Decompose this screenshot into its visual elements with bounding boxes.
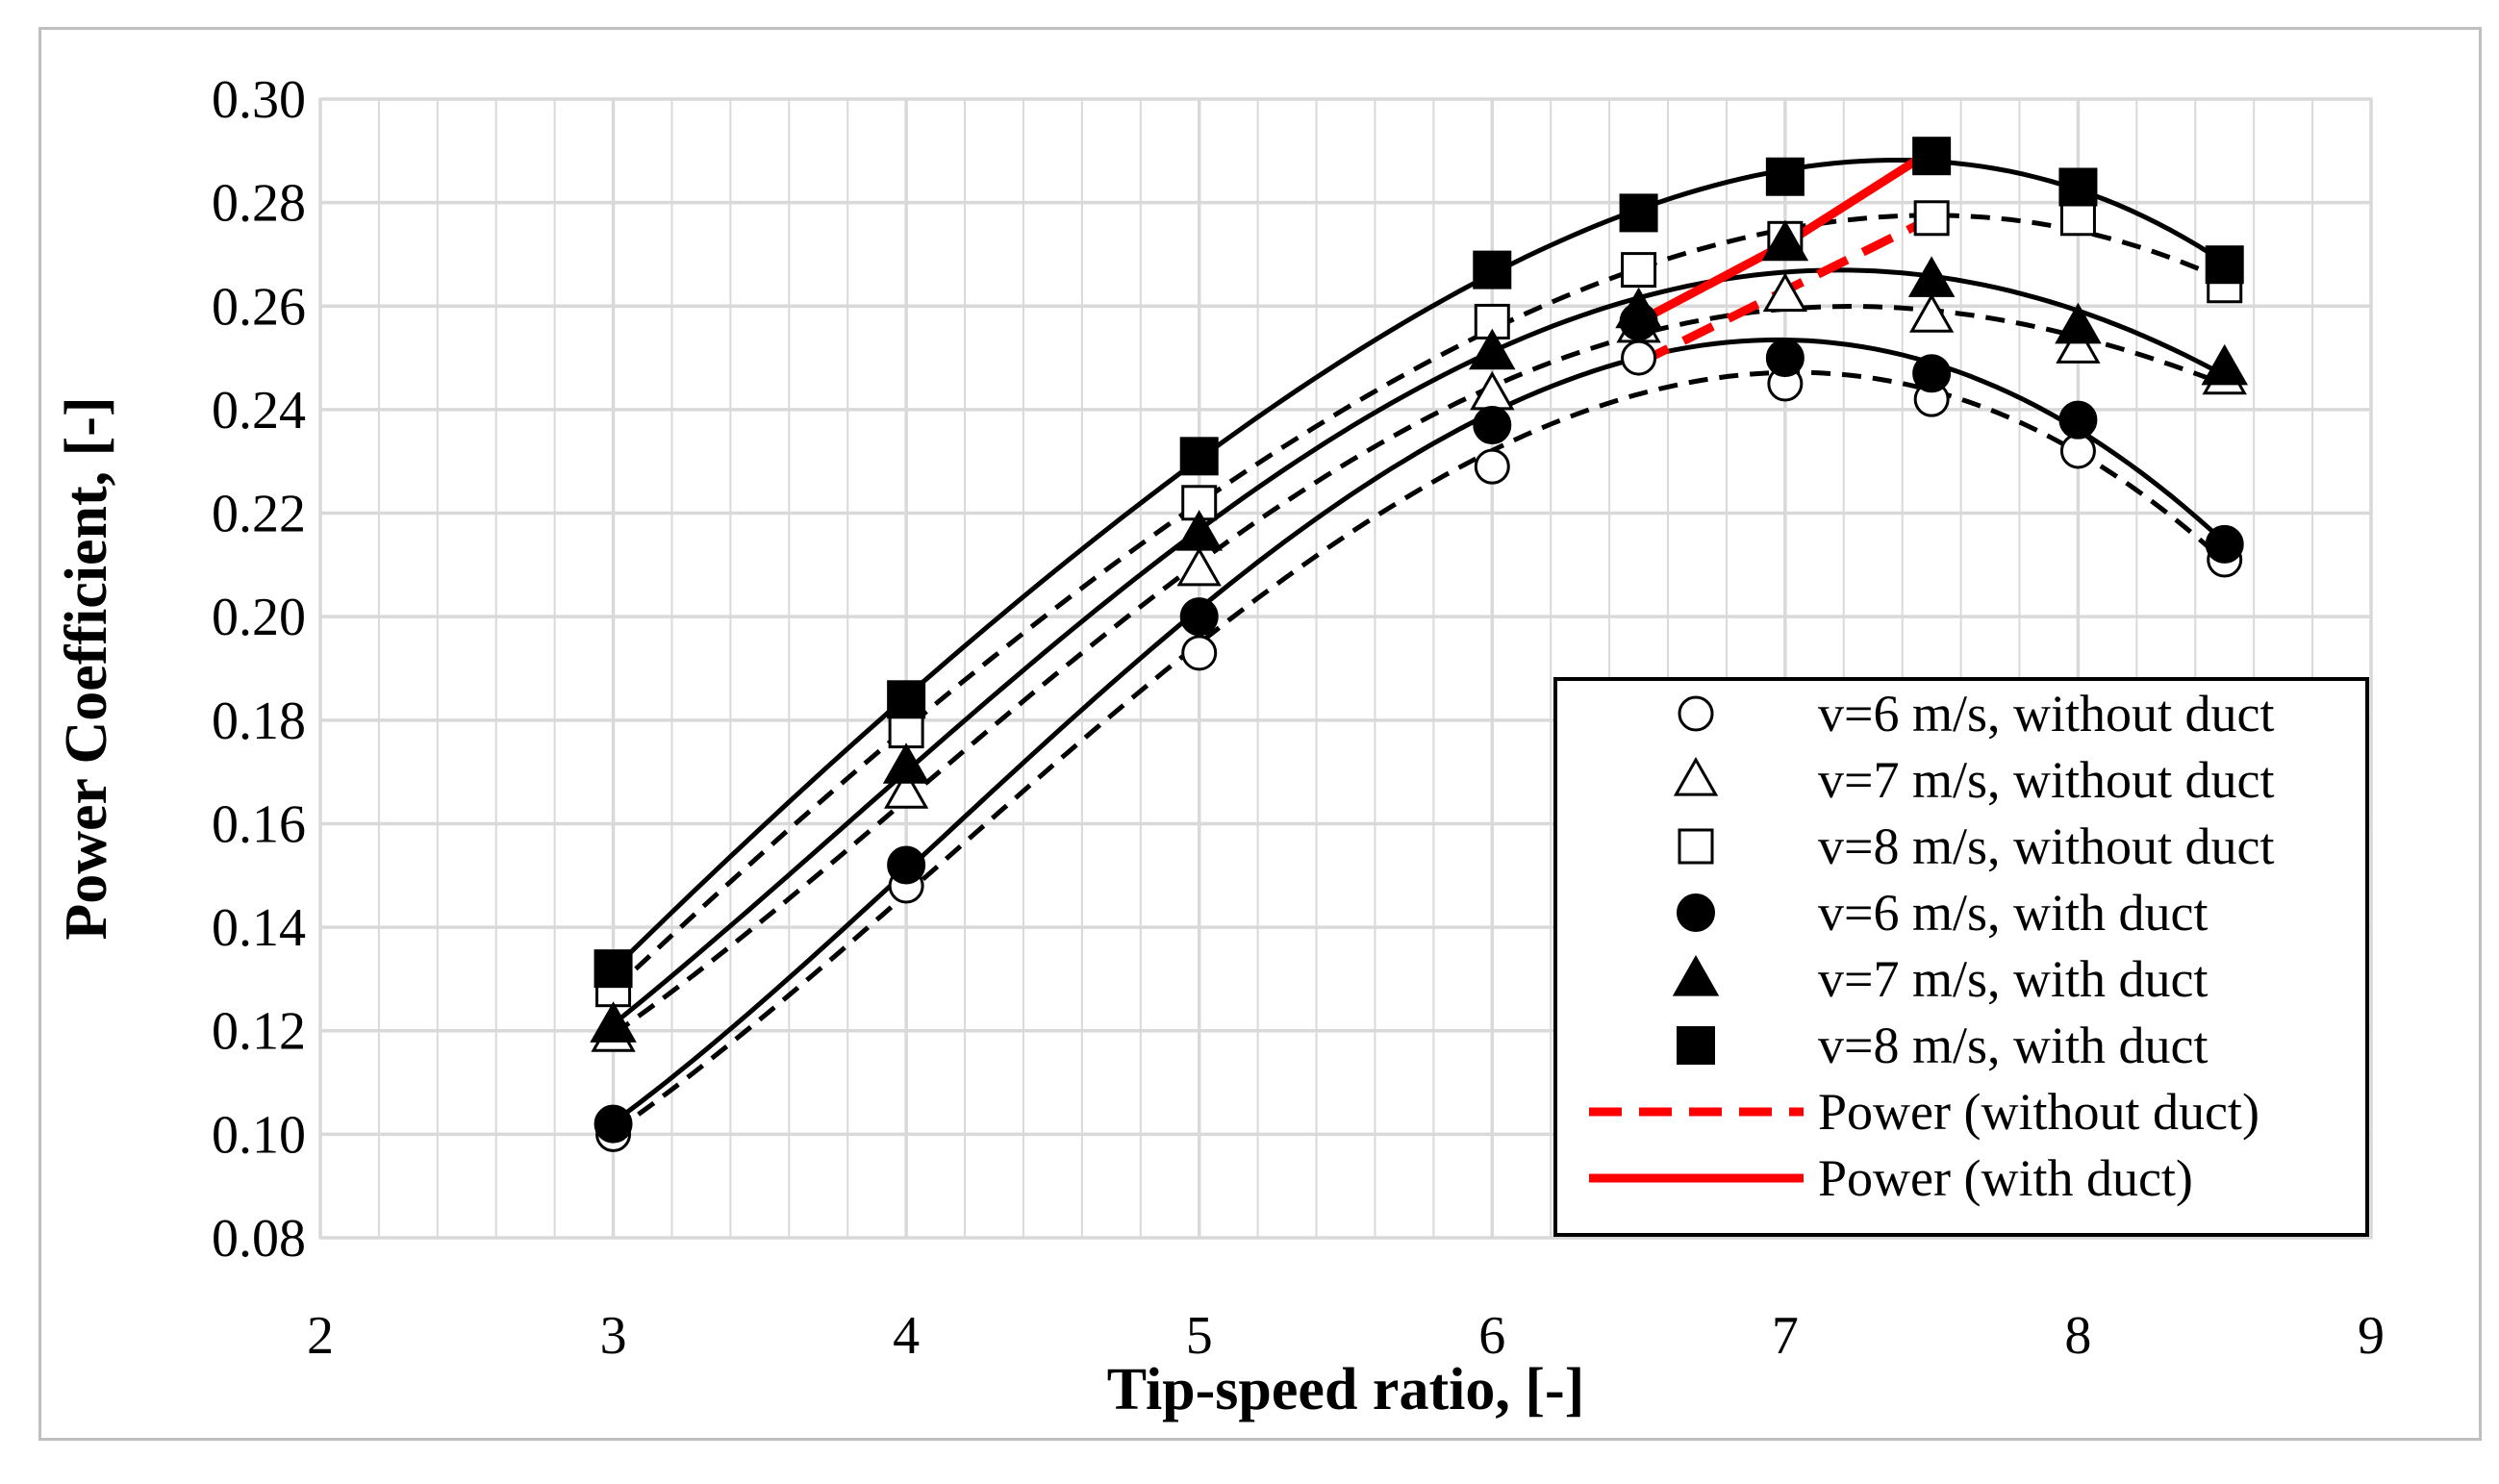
- trend-curve: [612, 337, 2227, 1125]
- legend-symbol: [1677, 893, 1715, 932]
- y-tick-label: 0.16: [212, 794, 306, 854]
- legend-label: v=6 m/s, with duct: [1818, 884, 2208, 942]
- data-point: [2205, 245, 2244, 285]
- data-markers: [590, 137, 2249, 1152]
- y-tick-label: 0.10: [212, 1105, 306, 1165]
- data-point: [1474, 303, 1510, 340]
- legend-symbol: [1677, 1026, 1715, 1065]
- legend-items: v=6 m/s, without duct v=7 m/s, without du…: [1589, 685, 2274, 1207]
- legend: v=6 m/s, without duct v=7 m/s, without du…: [1553, 677, 2369, 1237]
- trend-curves: [611, 158, 2227, 1135]
- data-point: [593, 949, 633, 989]
- y-axis-ticks: 0.08 0.10 0.12 0.14 0.16 0.18 0.20 0.22 0.24 0.26…: [212, 70, 306, 1269]
- y-tick-label: 0.20: [212, 588, 306, 647]
- data-point: [2056, 324, 2101, 364]
- x-tick-label: 2: [307, 1306, 334, 1366]
- data-point: [2059, 200, 2096, 237]
- data-point: [1619, 193, 1658, 233]
- legend-label: v=8 m/s, with duct: [1818, 1017, 2208, 1074]
- x-tick-label: 4: [893, 1306, 920, 1366]
- legend-label: v=7 m/s, without duct: [1818, 751, 2274, 809]
- data-point: [2201, 343, 2249, 386]
- trend-curve: [612, 369, 2227, 1135]
- x-tick-label: 9: [2358, 1306, 2385, 1366]
- legend-symbol: [1678, 828, 1714, 865]
- data-point: [1621, 252, 1657, 289]
- trend-curve: [612, 267, 2226, 1026]
- data-point: [2058, 400, 2098, 440]
- data-point: [2058, 167, 2098, 207]
- data-point: [887, 845, 926, 885]
- legend-symbol: [1673, 756, 1719, 796]
- legend-symbol: [1672, 954, 1720, 996]
- x-tick-label: 6: [1478, 1306, 1505, 1366]
- x-tick-label: 7: [1772, 1306, 1799, 1366]
- plot-area: [318, 97, 2373, 1240]
- data-point: [1179, 597, 1219, 637]
- data-point: [2205, 524, 2244, 564]
- data-point: [593, 1104, 633, 1144]
- trend-curve: [611, 158, 2227, 971]
- y-tick-label: 0.08: [212, 1209, 306, 1269]
- legend-label: v=6 m/s, without duct: [1818, 685, 2274, 742]
- x-axis-title: Tip-speed ratio, [-]: [1107, 1357, 1585, 1422]
- data-point: [1181, 635, 1218, 671]
- y-tick-label: 0.18: [212, 692, 306, 751]
- data-point: [1912, 137, 1952, 176]
- data-point: [1912, 354, 1952, 393]
- data-point: [2059, 433, 2096, 469]
- data-point: [1181, 485, 1218, 521]
- x-axis-ticks: 2 3 4 5 6 7 8 9: [307, 1306, 2385, 1366]
- y-tick-label: 0.26: [212, 277, 306, 337]
- data-point: [1473, 406, 1512, 445]
- data-point: [1765, 339, 1805, 378]
- trend-curve: [611, 213, 2226, 993]
- legend-label: v=7 m/s, with duct: [1818, 950, 2208, 1008]
- legend-label: Power (without duct): [1818, 1083, 2259, 1141]
- data-point: [1761, 219, 1809, 262]
- data-point: [1907, 256, 1956, 297]
- x-tick-label: 5: [1186, 1306, 1213, 1366]
- data-point: [2055, 302, 2102, 344]
- data-point: [1473, 250, 1512, 289]
- data-point: [590, 1001, 637, 1043]
- data-point: [1621, 340, 1657, 376]
- y-tick-label: 0.22: [212, 485, 306, 544]
- data-point: [1913, 200, 1950, 237]
- y-tick-label: 0.24: [212, 381, 306, 440]
- x-tick-label: 8: [2064, 1306, 2091, 1366]
- y-tick-label: 0.14: [212, 898, 306, 958]
- y-tick-label: 0.28: [212, 174, 306, 234]
- legend-label: Power (with duct): [1818, 1149, 2193, 1207]
- data-point: [1175, 510, 1224, 551]
- plot-border: [318, 97, 2373, 1240]
- data-point: [882, 742, 930, 784]
- data-point: [888, 713, 924, 749]
- data-point: [1179, 437, 1219, 476]
- legend-label: v=8 m/s, without duct: [1818, 817, 2274, 875]
- x-tick-label: 3: [600, 1306, 627, 1366]
- data-point: [887, 680, 926, 719]
- legend-symbol: [1678, 695, 1714, 732]
- data-point: [1474, 448, 1510, 485]
- y-tick-label: 0.30: [212, 70, 306, 130]
- data-point: [1762, 272, 1807, 313]
- data-point: [1615, 287, 1662, 329]
- data-point: [1176, 546, 1222, 587]
- data-point: [1468, 328, 1516, 370]
- data-point: [1765, 157, 1805, 196]
- y-axis-title: Power Coefficient, [-]: [54, 396, 119, 940]
- data-point: [884, 769, 929, 809]
- trend-curve: [612, 303, 2226, 1037]
- data-point: [1909, 292, 1955, 333]
- y-tick-label: 0.12: [212, 1002, 306, 1062]
